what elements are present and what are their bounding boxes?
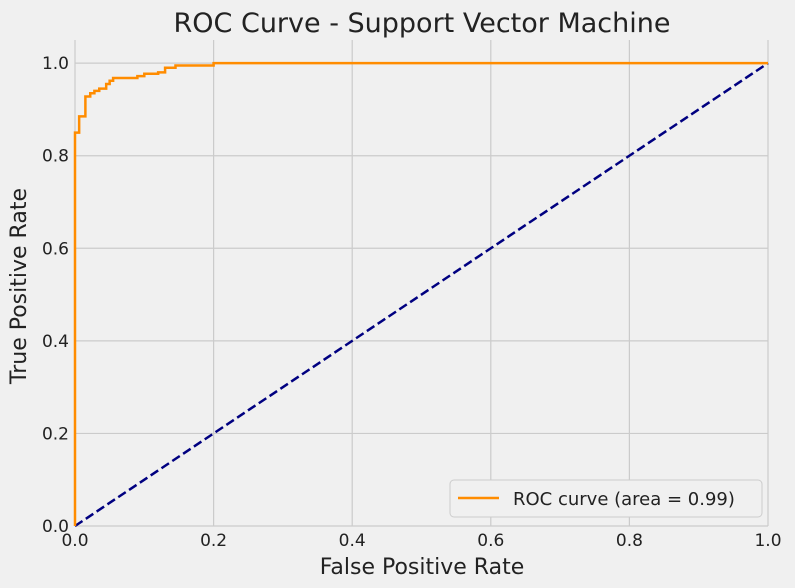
x-tick-label: 0.6 xyxy=(477,531,504,551)
y-axis-label: True Positive Rate xyxy=(7,188,32,385)
x-tick-label: 0.0 xyxy=(61,531,88,551)
x-tick-label: 1.0 xyxy=(754,531,781,551)
y-tick-label: 0.4 xyxy=(42,332,69,352)
legend: ROC curve (area = 0.99) xyxy=(449,479,763,518)
chance-diagonal-line xyxy=(74,62,769,528)
y-tick-label: 0.6 xyxy=(42,239,69,259)
y-tick-label: 1.0 xyxy=(42,54,69,74)
x-tick-label: 0.8 xyxy=(616,531,643,551)
grid-lines xyxy=(74,40,769,527)
series-layer xyxy=(73,61,769,528)
x-axis-label: False Positive Rate xyxy=(320,555,524,580)
y-tick-label: 0.8 xyxy=(42,147,69,167)
legend-box xyxy=(449,479,763,518)
x-tick-label: 0.2 xyxy=(200,531,227,551)
x-tick-label: 0.4 xyxy=(339,531,366,551)
tick-labels: 0.0 0.2 0.4 0.6 0.8 1.0 0.0 0.2 0.4 0.6 0.8 1.0 xyxy=(42,54,782,551)
y-tick-label: 0.2 xyxy=(42,424,69,444)
roc-curve-line xyxy=(73,61,768,526)
y-tick-label: 0.0 xyxy=(42,517,69,537)
chart-title: ROC Curve - Support Vector Machine xyxy=(174,8,671,39)
legend-label: ROC curve (area = 0.99) xyxy=(513,489,735,510)
